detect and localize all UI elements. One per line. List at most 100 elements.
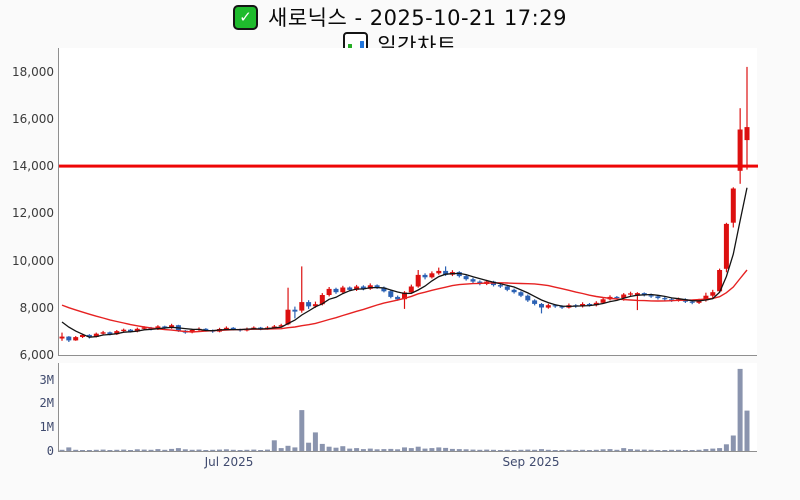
candle	[128, 329, 133, 332]
candle	[586, 304, 592, 306]
volume-bar	[737, 368, 743, 451]
volume-bar	[593, 449, 599, 451]
candle	[415, 274, 421, 287]
volume-tick-label: 3M	[39, 372, 54, 387]
price-tick-label: 16,000	[12, 111, 54, 126]
candle	[306, 302, 312, 307]
volume-bar	[66, 447, 72, 451]
page-title: 새로닉스 - 2025-10-21 17:29	[268, 6, 567, 30]
volume-bar	[59, 449, 65, 451]
x-axis-label-jul-2025: Jul 2025	[204, 455, 254, 469]
volume-bar	[340, 446, 346, 451]
volume-bar	[141, 449, 147, 451]
candle	[470, 279, 476, 282]
volume-bar	[388, 448, 394, 451]
candle	[737, 129, 743, 171]
volume-bar	[271, 440, 277, 451]
candle	[59, 336, 65, 339]
volume-bar	[189, 449, 195, 451]
candle	[641, 293, 647, 296]
candle	[86, 334, 92, 337]
volume-bar	[93, 449, 99, 451]
candle	[504, 286, 510, 290]
volume-bar	[408, 448, 414, 451]
volume-bar	[86, 450, 92, 451]
reference-price-line	[59, 164, 758, 168]
volume-bar	[374, 449, 380, 451]
candle	[347, 287, 353, 290]
candle	[141, 327, 147, 329]
volume-bar	[600, 449, 606, 451]
volume-bar	[134, 449, 140, 451]
volume-bar	[436, 447, 442, 451]
ma-long-line	[61, 269, 748, 333]
volume-bar	[217, 449, 222, 451]
volume-bar	[723, 444, 729, 451]
volume-bar	[710, 448, 716, 451]
volume-bar	[285, 445, 291, 451]
candle	[634, 293, 640, 296]
candle	[292, 309, 298, 312]
candle	[703, 295, 709, 301]
volume-tick-label: 2M	[39, 396, 54, 411]
volume-bar	[121, 449, 127, 451]
volume-bar	[223, 449, 229, 451]
candle	[107, 332, 113, 335]
candle	[319, 295, 325, 305]
volume-bar	[703, 449, 709, 451]
price-tick-label: 8,000	[19, 300, 54, 315]
volume-bar	[80, 450, 85, 451]
volume-bar	[518, 449, 524, 451]
price-chart-plot	[58, 48, 758, 356]
volume-bar	[169, 448, 175, 451]
volume-bar	[491, 449, 496, 451]
candle	[360, 286, 366, 289]
volume-bar	[497, 450, 503, 451]
candle	[155, 326, 161, 330]
volume-bars-group	[59, 368, 750, 451]
volume-bar	[114, 449, 120, 451]
volume-bar	[230, 449, 236, 451]
candle	[593, 302, 599, 306]
volume-bar	[182, 449, 188, 451]
volume-bar	[326, 446, 332, 451]
volume-chart-plot	[58, 363, 757, 452]
candle	[614, 296, 620, 299]
candle	[532, 300, 538, 304]
volume-bar	[381, 449, 387, 451]
candle	[710, 292, 716, 296]
volume-tick-label: 1M	[39, 420, 54, 435]
volume-bar	[415, 446, 421, 451]
candle	[696, 300, 702, 303]
volume-bar	[532, 449, 538, 451]
candle	[723, 223, 729, 269]
candle	[340, 287, 346, 293]
volume-bar	[463, 449, 469, 451]
volume-bar	[744, 410, 750, 451]
volume-bar	[682, 450, 688, 451]
volume-bar	[634, 449, 640, 451]
candle	[669, 299, 675, 301]
candle	[689, 301, 695, 303]
volume-bar	[360, 449, 366, 451]
volume-bar	[662, 450, 668, 451]
candle	[429, 273, 435, 278]
candle	[628, 293, 633, 295]
volume-bar	[614, 449, 620, 451]
volume-tick-label: 0	[46, 444, 54, 458]
volume-bar	[449, 448, 455, 451]
volume-bar	[203, 450, 209, 451]
volume-bar	[251, 449, 257, 451]
candle	[114, 331, 120, 335]
candle	[744, 127, 750, 141]
volume-bar	[210, 449, 216, 451]
green-checkbox-icon: ✓	[233, 4, 259, 30]
volume-bar	[422, 448, 428, 451]
volume-bar	[648, 449, 654, 451]
bar-chart-icon-blue-bar	[359, 40, 364, 55]
candle	[436, 270, 442, 274]
volume-bar	[265, 449, 270, 451]
volume-bar	[456, 449, 462, 451]
volume-bar	[539, 449, 544, 451]
